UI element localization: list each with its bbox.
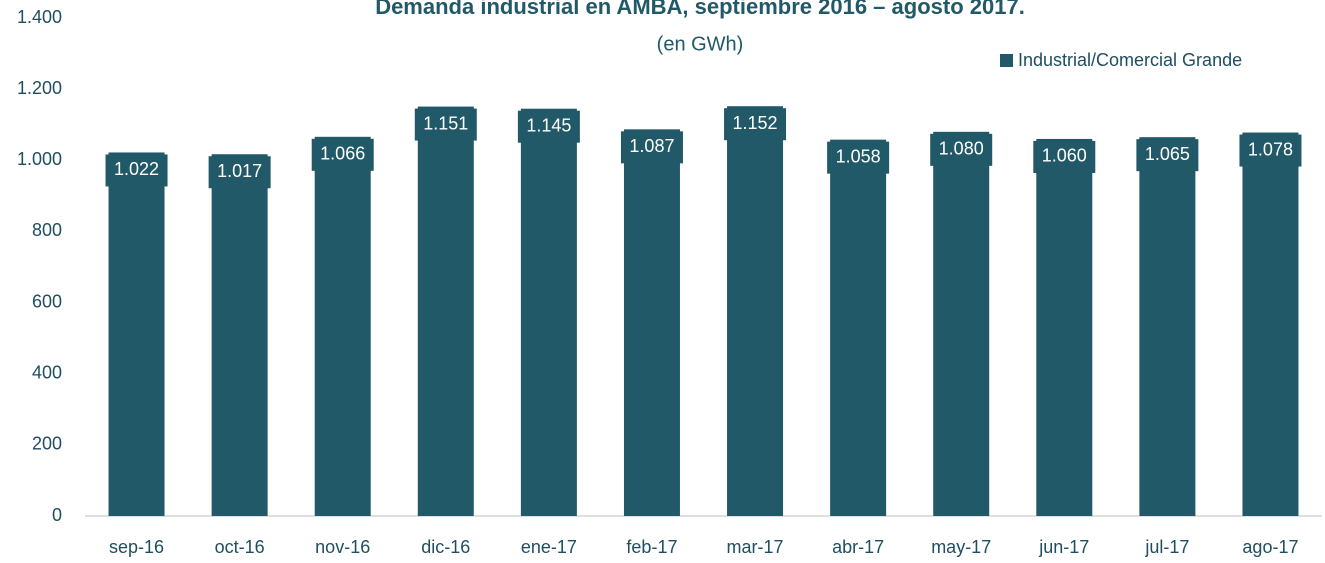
y-tick-label: 0: [52, 505, 62, 525]
bar: [623, 129, 680, 517]
value-label: 1.060: [1042, 146, 1087, 166]
value-label: 1.058: [836, 146, 881, 166]
x-tick-label: may-17: [931, 537, 991, 557]
x-tick-label: oct-16: [215, 537, 265, 557]
y-tick-label: 1.400: [17, 7, 62, 27]
value-label-box: [620, 131, 683, 164]
value-label: 1.151: [423, 113, 468, 133]
bar: [830, 139, 887, 516]
value-label-box: [724, 108, 787, 141]
value-label-box: [414, 108, 477, 141]
x-tick-label: jun-17: [1038, 537, 1089, 557]
bar: [417, 106, 474, 516]
bar: [314, 136, 371, 516]
value-label-box: [1239, 134, 1302, 167]
value-label: 1.087: [629, 136, 674, 156]
legend-swatch: [1000, 54, 1013, 67]
bar: [1139, 137, 1196, 516]
x-tick-label: mar-17: [727, 537, 784, 557]
x-tick-label: jul-17: [1144, 537, 1189, 557]
x-tick-label: sep-16: [109, 537, 164, 557]
x-tick-label: ene-17: [521, 537, 577, 557]
x-tick-label: dic-16: [421, 537, 470, 557]
x-tick-label: feb-17: [626, 537, 677, 557]
value-label: 1.152: [733, 113, 778, 133]
y-tick-label: 400: [32, 362, 62, 382]
value-label-box: [105, 154, 168, 187]
value-label: 1.145: [526, 115, 571, 135]
value-label-box: [827, 141, 890, 174]
y-tick-label: 800: [32, 220, 62, 240]
bar: [108, 152, 165, 516]
bar: [727, 106, 784, 517]
value-label: 1.078: [1248, 139, 1293, 159]
x-tick-label: nov-16: [315, 537, 370, 557]
chart-title: Demanda industrial en AMBA, septiembre 2…: [375, 0, 1025, 19]
bar: [1242, 132, 1299, 517]
value-label-box: [1033, 140, 1096, 173]
value-label: 1.066: [320, 144, 365, 164]
y-tick-label: 600: [32, 291, 62, 311]
value-label: 1.017: [217, 161, 262, 181]
value-label: 1.080: [939, 139, 984, 159]
chart-subtitle: (en GWh): [657, 33, 744, 55]
value-label-box: [311, 138, 374, 171]
x-tick-label: abr-17: [832, 537, 884, 557]
bar: [520, 108, 577, 516]
y-tick-label: 1.000: [17, 149, 62, 169]
bar: [211, 154, 268, 516]
y-tick-label: 200: [32, 434, 62, 454]
value-label-box: [1136, 139, 1199, 172]
value-label: 1.022: [114, 159, 159, 179]
value-label-box: [930, 133, 993, 166]
value-label-box: [208, 156, 271, 189]
y-tick-label: 1.200: [17, 78, 62, 98]
bar: [933, 131, 990, 517]
x-tick-label: ago-17: [1242, 537, 1298, 557]
value-label: 1.065: [1145, 144, 1190, 164]
bar: [1036, 138, 1093, 516]
value-label-box: [517, 110, 580, 143]
legend-label: Industrial/Comercial Grande: [1018, 50, 1242, 70]
